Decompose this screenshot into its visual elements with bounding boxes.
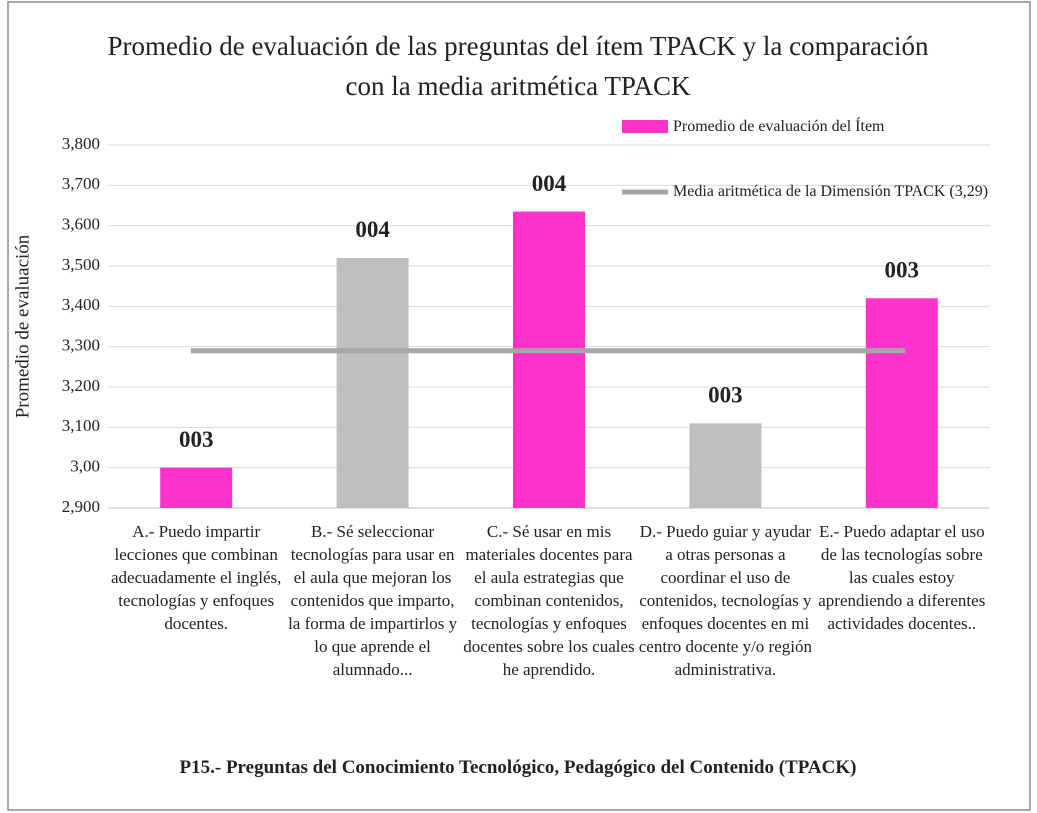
y-tick-label: 3,800 [62, 134, 100, 153]
legend-label: Promedio de evaluación del Ítem [673, 118, 885, 135]
data-label: 004 [355, 217, 390, 242]
bar [513, 211, 585, 509]
bar [865, 298, 938, 508]
y-tick-label: 3,100 [62, 416, 100, 435]
chart-title: Promedio de evaluación de las preguntas … [107, 31, 929, 101]
data-label: 003 [179, 427, 214, 452]
x-tick-label: E.- Puedo adaptar el uso de las tecnolog… [818, 522, 986, 633]
bar [160, 467, 233, 508]
x-tick-label: A.- Puedo impartir lecciones que combina… [111, 522, 282, 633]
y-axis-title: Promedio de evaluación [12, 234, 33, 418]
x-axis-title: P15.- Preguntas del Conocimiento Tecnoló… [179, 757, 857, 778]
y-tick-label: 3,300 [62, 336, 100, 355]
data-label: 003 [708, 383, 743, 408]
y-tick-label: 3,600 [62, 215, 100, 234]
y-tick-label: 3,200 [62, 376, 100, 395]
y-tick-label: 3,700 [62, 174, 100, 193]
y-tick-label: 3,00 [70, 457, 100, 476]
bar [336, 257, 409, 508]
chart-frame [7, 1, 1031, 811]
y-tick-label: 2,900 [62, 497, 100, 516]
legend-label: Media aritmética de la Dimensión TPACK (… [673, 183, 989, 200]
y-tick-label: 3,500 [62, 255, 100, 274]
x-tick-label: C.- Sé usar en mis materiales docentes p… [463, 522, 635, 679]
bar [689, 423, 762, 508]
x-tick-label: D.- Puedo guiar y ayudar a otras persona… [638, 522, 812, 679]
data-label: 003 [885, 258, 920, 283]
x-tick-label: B.- Sé seleccionar tecnologías para usar… [288, 522, 458, 679]
data-label: 004 [532, 171, 567, 196]
y-tick-label: 3,400 [62, 295, 100, 314]
legend-swatch [622, 120, 668, 133]
